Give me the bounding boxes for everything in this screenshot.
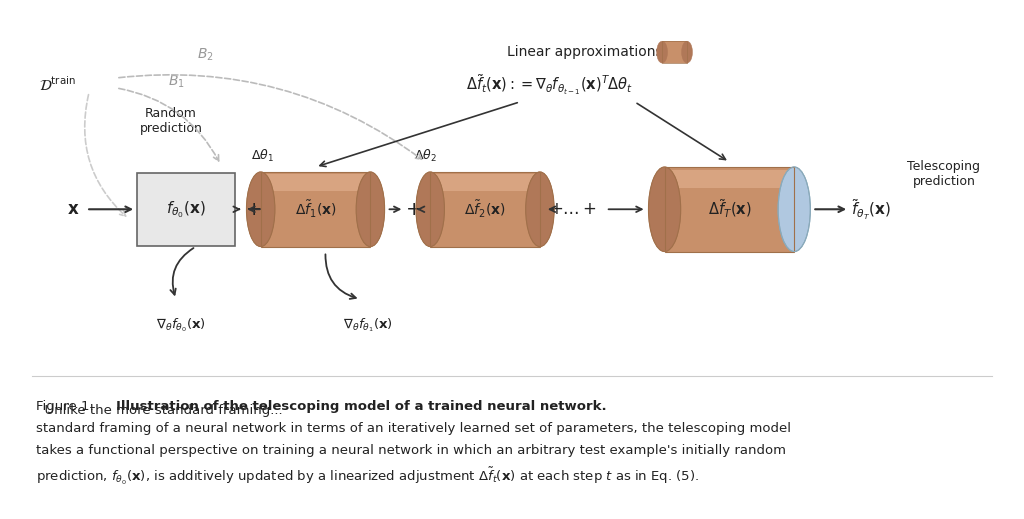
- FancyBboxPatch shape: [261, 174, 371, 190]
- Text: Telescoping
prediction: Telescoping prediction: [907, 160, 980, 188]
- Text: Figure 1:: Figure 1:: [36, 400, 98, 413]
- Text: $\nabla_\theta f_{\theta_0}(\mathbf{x})$: $\nabla_\theta f_{\theta_0}(\mathbf{x})$: [156, 316, 206, 334]
- Text: $B_2$: $B_2$: [198, 47, 214, 63]
- Ellipse shape: [247, 172, 274, 247]
- Text: prediction, $f_{\theta_0}(\mathbf{x})$, is additively updated by a linearized ad: prediction, $f_{\theta_0}(\mathbf{x})$, …: [36, 466, 699, 487]
- Text: standard framing of a neural network in terms of an iteratively learned set of p: standard framing of a neural network in …: [36, 422, 792, 435]
- Ellipse shape: [525, 172, 554, 247]
- FancyBboxPatch shape: [137, 173, 234, 245]
- Text: $\Delta\tilde{f}_2(\mathbf{x})$: $\Delta\tilde{f}_2(\mathbf{x})$: [464, 199, 506, 220]
- Text: $\Delta\tilde{f}_t(\mathbf{x}) := \nabla_\theta f_{\theta_{t-1}}(\mathbf{x})^T \: $\Delta\tilde{f}_t(\mathbf{x}) := \nabla…: [466, 73, 634, 97]
- Text: $f_{\theta_0}(\mathbf{x})$: $f_{\theta_0}(\mathbf{x})$: [166, 199, 206, 220]
- FancyBboxPatch shape: [261, 172, 371, 247]
- Text: Unlike the more standard framing...: Unlike the more standard framing...: [36, 404, 283, 417]
- Ellipse shape: [525, 172, 554, 247]
- Text: $\Delta\tilde{f}_1(\mathbf{x})$: $\Delta\tilde{f}_1(\mathbf{x})$: [295, 199, 336, 220]
- Text: Random
prediction: Random prediction: [139, 107, 203, 135]
- Text: $\Delta\tilde{f}_T(\mathbf{x})$: $\Delta\tilde{f}_T(\mathbf{x})$: [708, 198, 752, 221]
- Text: $\tilde{f}_{\theta_T}(\mathbf{x})$: $\tilde{f}_{\theta_T}(\mathbf{x})$: [851, 197, 891, 222]
- FancyBboxPatch shape: [663, 41, 687, 63]
- Text: $\mathbf{x}$: $\mathbf{x}$: [67, 200, 80, 218]
- Ellipse shape: [682, 41, 692, 63]
- Text: $\Delta\theta_2$: $\Delta\theta_2$: [414, 148, 436, 164]
- Ellipse shape: [778, 167, 810, 252]
- Text: $\Delta\theta_1$: $\Delta\theta_1$: [251, 148, 274, 164]
- Ellipse shape: [648, 167, 681, 252]
- Text: takes a functional perspective on training a neural network in which an arbitrar: takes a functional perspective on traini…: [36, 444, 786, 457]
- Text: Linear approximations: Linear approximations: [507, 45, 663, 59]
- FancyBboxPatch shape: [430, 174, 540, 190]
- Text: $+$: $+$: [406, 200, 422, 219]
- Text: $+$: $+$: [245, 200, 261, 219]
- Text: $\mathcal{D}^\mathrm{train}$: $\mathcal{D}^\mathrm{train}$: [39, 76, 76, 94]
- Ellipse shape: [356, 172, 385, 247]
- Ellipse shape: [356, 172, 385, 247]
- Ellipse shape: [778, 167, 810, 252]
- Text: $B_1$: $B_1$: [168, 74, 184, 90]
- FancyBboxPatch shape: [665, 167, 795, 252]
- Ellipse shape: [416, 172, 444, 247]
- Text: $+\ldots+$: $+\ldots+$: [549, 200, 597, 218]
- Text: Illustration of the telescoping model of a trained neural network.: Illustration of the telescoping model of…: [116, 400, 606, 413]
- Ellipse shape: [656, 41, 668, 63]
- FancyBboxPatch shape: [665, 170, 795, 188]
- Text: $\nabla_\theta f_{\theta_1}(\mathbf{x})$: $\nabla_\theta f_{\theta_1}(\mathbf{x})$: [343, 316, 393, 334]
- FancyBboxPatch shape: [430, 172, 540, 247]
